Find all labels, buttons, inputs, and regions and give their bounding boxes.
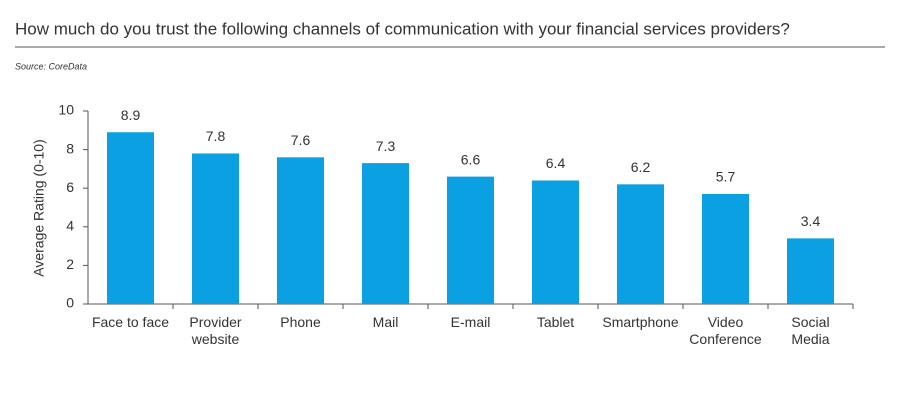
y-tick-label: 2 — [66, 256, 74, 272]
bar — [192, 153, 239, 304]
x-tick-label: Phone — [280, 314, 321, 330]
bar — [447, 176, 494, 304]
x-tick-label: Smartphone — [602, 314, 679, 330]
bar — [617, 184, 664, 304]
y-tick-label: 8 — [66, 140, 74, 156]
bar — [107, 132, 154, 304]
bar — [532, 180, 579, 304]
x-tick-label: Provider website — [189, 314, 242, 347]
value-label: 6.4 — [546, 155, 566, 171]
y-tick-label: 0 — [66, 295, 74, 311]
bar — [702, 193, 749, 304]
value-label: 5.7 — [716, 169, 736, 185]
value-label: 3.4 — [801, 213, 821, 229]
bar — [787, 238, 834, 304]
value-label: 8.9 — [121, 107, 141, 123]
chart-title: How much do you trust the following chan… — [15, 19, 790, 38]
source: Source: CoreData — [15, 61, 87, 71]
x-tick-label: Social Media — [791, 314, 830, 347]
x-tick-label: Mail — [372, 314, 399, 330]
value-label: 7.6 — [291, 132, 311, 148]
bar — [277, 157, 324, 304]
value-label: 7.8 — [206, 128, 226, 144]
x-tick-label: Tablet — [536, 314, 575, 330]
value-label: 6.6 — [461, 151, 481, 167]
y-tick-label: 4 — [66, 218, 74, 234]
x-tick-label: E-mail — [450, 314, 491, 330]
x-tick-label: Video Conference — [689, 314, 762, 347]
bar — [362, 163, 409, 304]
y-tick-label: 6 — [66, 179, 74, 195]
y-tick-label: 10 — [58, 102, 74, 118]
y-axis-label: Average Rating (0-10) — [31, 139, 47, 276]
value-label: 7.3 — [376, 138, 396, 154]
value-label: 6.2 — [631, 159, 651, 175]
x-tick-label: Face to face — [91, 314, 170, 330]
